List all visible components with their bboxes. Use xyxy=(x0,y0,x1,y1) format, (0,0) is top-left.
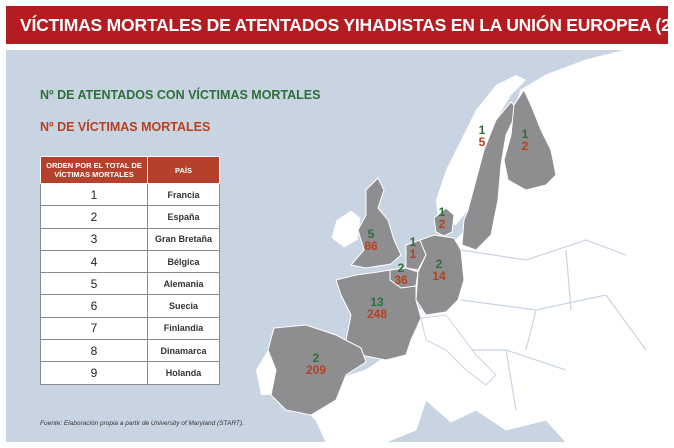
table-header-rank: ORDEN POR EL TOTAL DE VÍCTIMAS MORTALES xyxy=(40,156,148,184)
rank-cell: 2 xyxy=(40,205,148,229)
europe-map xyxy=(256,50,668,442)
legend-victims: Nº DE VÍCTIMAS MORTALES xyxy=(40,120,211,134)
table-header-country: PAÍS xyxy=(147,156,220,184)
finland-victims: 2 xyxy=(521,139,529,153)
denmark-victims: 2 xyxy=(438,217,446,231)
rank-cell: 9 xyxy=(40,361,148,385)
table-row: 4 Bélgica xyxy=(40,249,220,274)
eastern-borders xyxy=(446,239,647,411)
map-label-sweden: 1 5 xyxy=(471,124,493,148)
rank-cell: 7 xyxy=(40,316,148,341)
germany-victims: 14 xyxy=(432,269,446,283)
ranking-table: ORDEN POR EL TOTAL DE VÍCTIMAS MORTALES … xyxy=(40,156,220,385)
sweden-victims: 5 xyxy=(478,135,486,149)
table-row: 9 Holanda xyxy=(40,361,220,385)
legend-attacks: Nº DE ATENTADOS CON VÍCTIMAS MORTALES xyxy=(40,88,321,102)
map-label-denmark: 1 2 xyxy=(431,206,453,230)
land-ireland xyxy=(330,209,362,249)
map-label-france: 13 248 xyxy=(360,296,394,320)
country-united-kingdom xyxy=(350,177,402,269)
rank-cell: 8 xyxy=(40,339,148,363)
country-cell: Francia xyxy=(147,182,220,207)
rank-cell: 1 xyxy=(40,182,148,207)
france-attacks: 13 xyxy=(370,295,384,309)
denmark-attacks: 1 xyxy=(438,205,446,219)
rank-cell: 4 xyxy=(40,249,148,274)
country-cell: Suecia xyxy=(147,294,220,318)
belgium-victims: 36 xyxy=(394,273,408,287)
source-note: Fuente: Elaboración propia a partir de U… xyxy=(40,420,244,427)
country-cell: Dinamarca xyxy=(147,339,220,363)
spain-victims: 209 xyxy=(305,363,327,377)
country-cell: Gran Bretaña xyxy=(147,227,220,251)
land-norway xyxy=(436,75,526,225)
country-germany xyxy=(415,234,465,316)
map-panel: Nº DE ATENTADOS CON VÍCTIMAS MORTALES Nº… xyxy=(6,50,668,442)
united-kingdom-victims: 86 xyxy=(364,239,378,253)
table-row: 7 Finlandia xyxy=(40,316,220,341)
united-kingdom-attacks: 5 xyxy=(367,227,375,241)
rank-cell: 6 xyxy=(40,294,148,318)
land-portugal xyxy=(256,350,276,395)
table-row: 5 Alemania xyxy=(40,272,220,296)
page-title: VÍCTIMAS MORTALES DE ATENTADOS YIHADISTA… xyxy=(6,6,668,44)
land-italy xyxy=(420,314,497,386)
sweden-attacks: 1 xyxy=(478,123,486,137)
country-finland xyxy=(503,88,557,191)
finland-attacks: 1 xyxy=(521,127,529,141)
map-label-belgium: 2 36 xyxy=(390,262,412,286)
table-row: 6 Suecia xyxy=(40,294,220,318)
germany-attacks: 2 xyxy=(435,257,443,271)
netherlands-victims: 1 xyxy=(409,247,417,261)
map-label-germany: 2 14 xyxy=(426,258,452,282)
rank-cell: 3 xyxy=(40,227,148,251)
france-victims: 248 xyxy=(366,307,388,321)
rank-cell: 5 xyxy=(40,272,148,296)
netherlands-attacks: 1 xyxy=(409,235,417,249)
country-sweden xyxy=(461,101,519,251)
table-row: 8 Dinamarca xyxy=(40,339,220,363)
country-denmark xyxy=(433,207,455,237)
country-cell: España xyxy=(147,205,220,229)
country-cell: Holanda xyxy=(147,361,220,385)
table-row: 2 España xyxy=(40,205,220,229)
map-label-finland: 1 2 xyxy=(514,128,536,152)
table-row: 3 Gran Bretaña xyxy=(40,227,220,251)
map-label-spain: 2 209 xyxy=(299,352,333,376)
table-row: 1 Francia xyxy=(40,182,220,207)
map-label-netherlands: 1 1 xyxy=(405,236,421,260)
spain-attacks: 2 xyxy=(312,351,320,365)
country-cell: Bélgica xyxy=(147,249,220,274)
map-label-united-kingdom: 5 86 xyxy=(358,228,384,252)
country-cell: Alemania xyxy=(147,272,220,296)
country-cell: Finlandia xyxy=(147,316,220,341)
belgium-attacks: 2 xyxy=(397,261,405,275)
